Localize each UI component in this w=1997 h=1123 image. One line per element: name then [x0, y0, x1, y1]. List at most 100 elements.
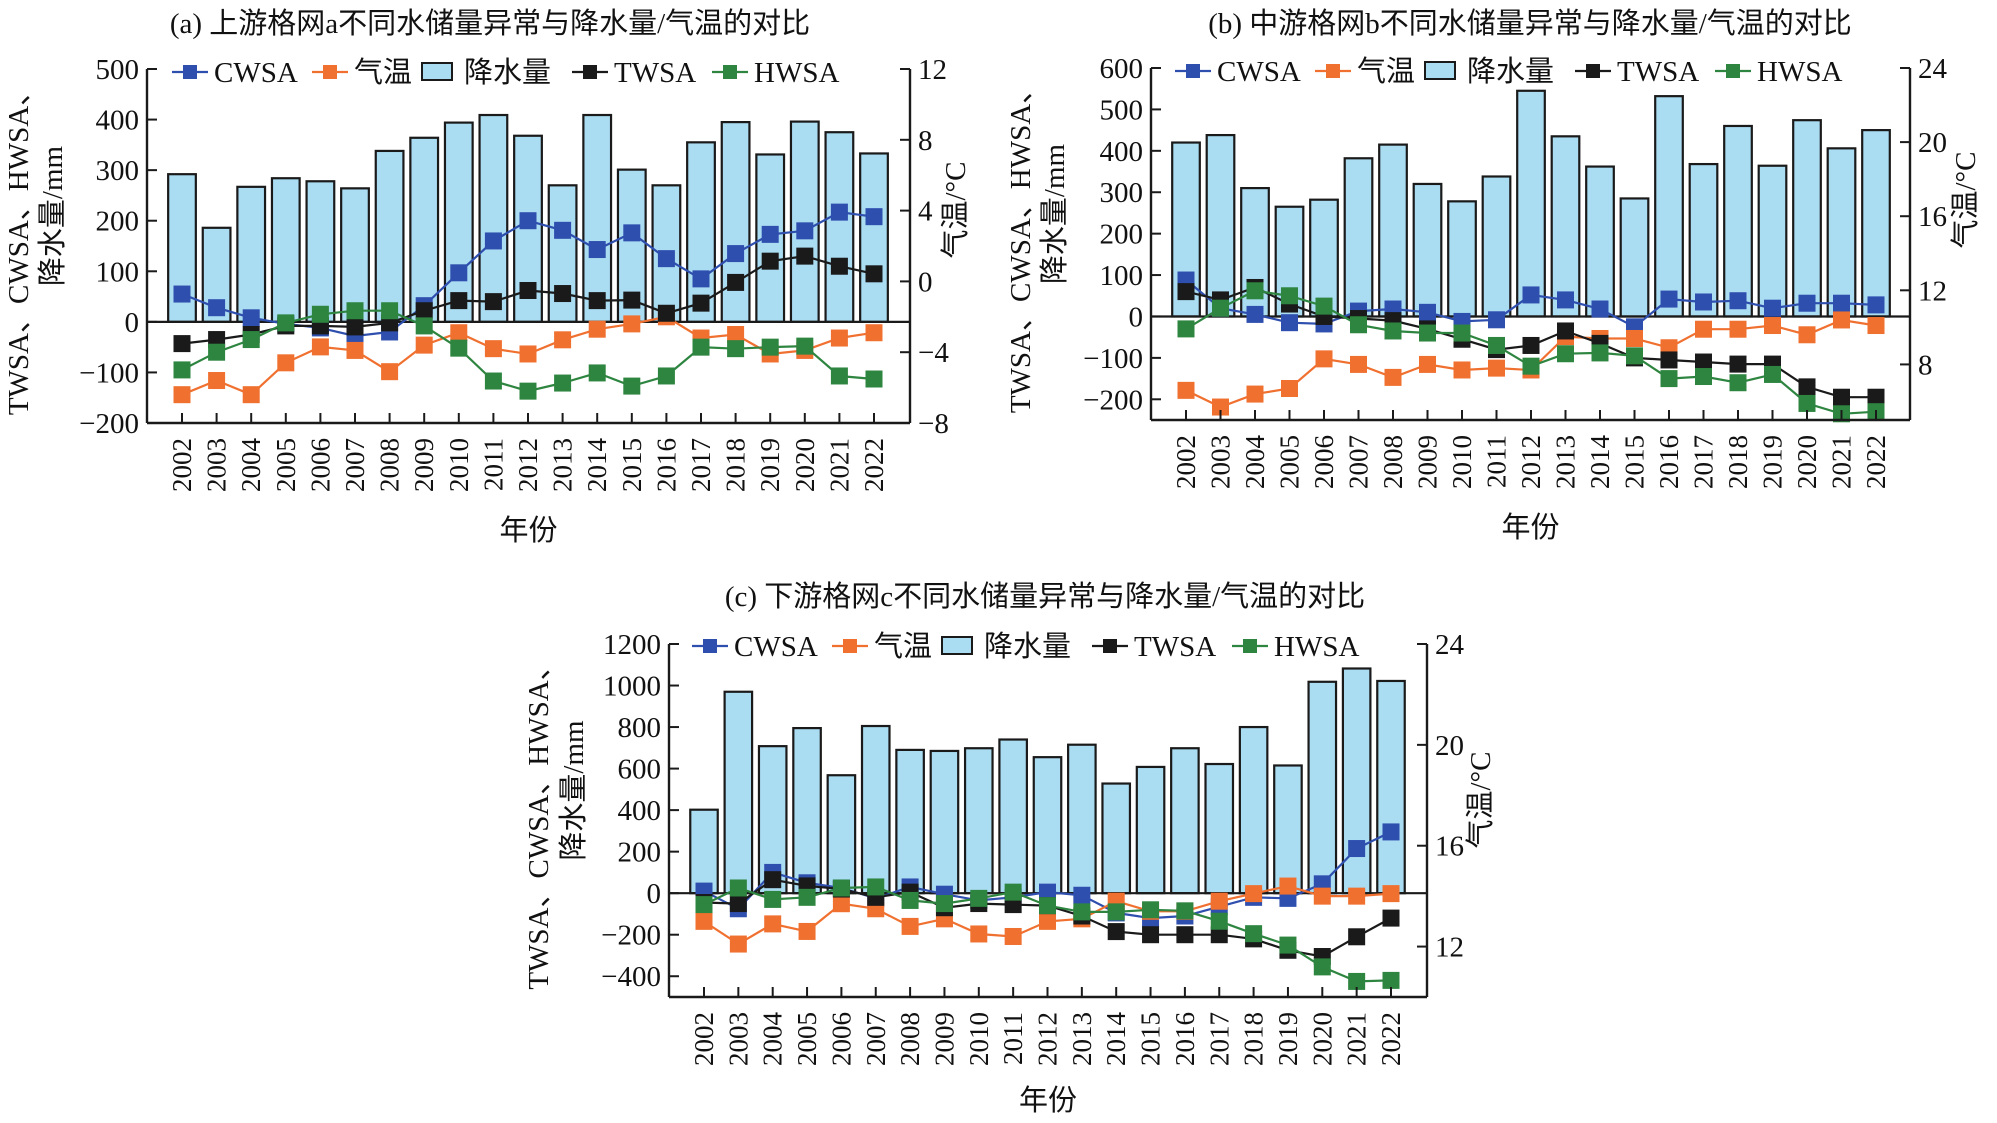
data-point-2018 [1729, 374, 1747, 392]
data-point-2020 [1798, 294, 1816, 312]
x-tick-label: 2011 [1482, 435, 1512, 488]
right-tick-label: 8 [1918, 349, 1933, 381]
legend-item-hwsa: HWSA [712, 57, 839, 89]
legend-label: TWSA [1617, 56, 1699, 88]
data-point-2013 [1073, 886, 1091, 904]
data-point-2002 [173, 285, 191, 303]
precipitation-bar-2020 [789, 120, 820, 323]
left-tick-label: 300 [96, 155, 140, 187]
x-axis-title: 年份 [1019, 1084, 1077, 1117]
data-point-2017 [1695, 320, 1712, 338]
precipitation-bar-2007 [340, 187, 370, 323]
data-point-2019 [1764, 299, 1781, 317]
precipitation-bar-2002 [689, 808, 719, 895]
data-point-2012 [1039, 912, 1056, 930]
data-point-2017 [1210, 926, 1228, 944]
data-point-2022 [865, 265, 883, 283]
x-tick-label: 2013 [1067, 1012, 1097, 1066]
precipitation-bar-2003 [723, 690, 754, 895]
precipitation-bar-2006 [305, 180, 336, 323]
x-tick-label: 2008 [375, 438, 405, 492]
legend-swatch-marker [843, 639, 857, 653]
legend-label: CWSA [734, 631, 818, 663]
y-axis-title-line2: 降水量/mm [557, 720, 590, 861]
x-tick-label: 2016 [1170, 1012, 1200, 1066]
data-point-2020 [796, 247, 814, 265]
data-point-2019 [1279, 877, 1297, 895]
left-tick-label: 1200 [603, 629, 661, 661]
data-point-2005 [277, 314, 295, 332]
data-point-2022 [1382, 885, 1400, 903]
legend-swatch-marker [1726, 64, 1740, 78]
legend-item-twsa: TWSA [1092, 631, 1216, 663]
y-axis-title-line1: TWSA、CWSA、HWSA、 [3, 77, 35, 415]
x-tick-label: 2002 [1171, 435, 1201, 489]
legend-swatch-marker [583, 65, 597, 79]
left-tick-label: −100 [79, 357, 139, 389]
data-point-2004 [242, 309, 260, 327]
precipitation-bar-2021 [1826, 147, 1857, 318]
data-point-2015 [1626, 329, 1643, 347]
data-point-2010 [970, 889, 988, 907]
legend-item-hwsa: HWSA [1715, 56, 1842, 88]
left-tick-label: 400 [96, 105, 140, 137]
x-tick-label: 2020 [790, 438, 820, 492]
left-tick-label: −200 [601, 920, 661, 952]
chart-title: (c) 下游格网c不同水储量异常与降水量/气温的对比 [725, 580, 1365, 613]
data-point-2021 [830, 257, 848, 275]
data-point-2015 [623, 291, 641, 309]
data-point-2005 [798, 888, 816, 906]
left-tick-label: 600 [618, 754, 662, 786]
data-point-2012 [1522, 286, 1540, 304]
precipitation-bar-2013 [1550, 135, 1581, 318]
precipitation-bar-2005 [792, 726, 822, 895]
data-point-2011 [1488, 311, 1505, 329]
data-point-2020 [1313, 958, 1331, 976]
right-tick-label: 4 [918, 196, 933, 228]
data-point-2020 [1798, 326, 1816, 344]
data-point-2011 [484, 372, 502, 390]
legend-item-cwsa: CWSA [1175, 56, 1301, 88]
right-tick-label: 12 [918, 54, 947, 86]
x-tick-label: 2006 [305, 438, 335, 492]
precipitation-bar-2003 [1205, 133, 1236, 318]
data-point-2020 [796, 337, 814, 355]
left-tick-label: −200 [1083, 384, 1143, 416]
chart-panel-a: (a) 上游格网a不同水储量异常与降水量/气温的对比 −200 −100 0 100 20… [3, 7, 972, 547]
precipitation-bar-2011 [1481, 175, 1512, 318]
left-tick-label: 100 [96, 256, 140, 288]
data-point-2020 [1313, 887, 1331, 905]
data-point-2014 [588, 320, 606, 338]
data-point-2018 [727, 340, 745, 358]
data-point-2020 [796, 222, 814, 240]
legend-swatch-marker [1326, 64, 1340, 78]
data-point-2005 [798, 922, 816, 940]
data-point-2007 [346, 341, 364, 359]
x-tick-label: 2010 [964, 1012, 994, 1066]
precipitation-bar-2017 [686, 141, 716, 323]
data-point-2007 [346, 318, 364, 336]
data-point-2002 [173, 386, 191, 404]
x-axis-title: 年份 [1501, 511, 1559, 544]
right-tick-label: 20 [1918, 127, 1947, 159]
data-point-2016 [1660, 351, 1678, 369]
data-point-2010 [1453, 361, 1471, 379]
precipitation-bar-2019 [1273, 764, 1303, 895]
data-point-2021 [1348, 972, 1366, 990]
data-point-2021 [1348, 928, 1366, 946]
precipitation-bar-2011 [998, 738, 1028, 895]
left-tick-label: 300 [1100, 177, 1144, 209]
x-tick-label: 2016 [651, 438, 681, 492]
x-tick-label: 2014 [582, 438, 612, 493]
left-tick-label: 0 [125, 307, 140, 339]
precipitation-bar-2010 [1447, 200, 1477, 318]
data-point-2014 [588, 241, 606, 259]
data-point-2004 [764, 915, 782, 933]
data-point-2013 [554, 221, 572, 239]
data-point-2013 [1557, 345, 1574, 363]
precipitation-bar-2004 [236, 185, 267, 323]
x-tick-label: 2012 [1516, 435, 1546, 489]
data-point-2019 [761, 338, 779, 356]
data-point-2008 [901, 917, 919, 935]
precipitation-bar-2014 [1101, 782, 1132, 895]
